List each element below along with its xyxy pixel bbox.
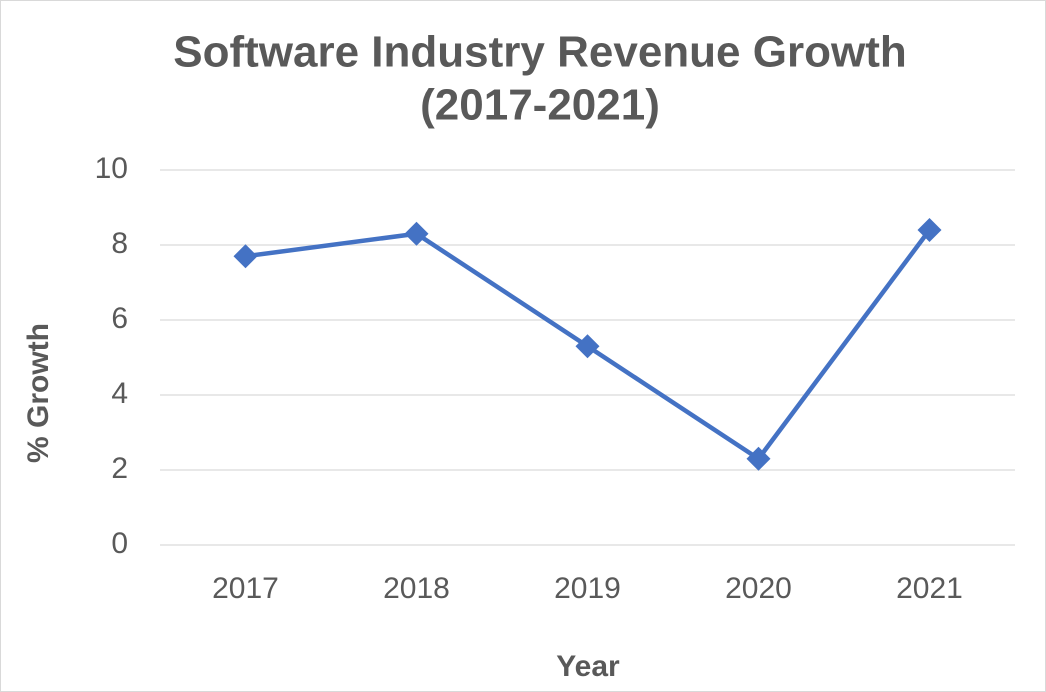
y-axis-title: % Growth bbox=[22, 323, 55, 463]
chart-title: Software Industry Revenue Growth bbox=[173, 28, 906, 77]
x-axis-title: Year bbox=[556, 650, 620, 683]
y-tick-label: 4 bbox=[111, 377, 128, 410]
y-tick-label: 0 bbox=[111, 527, 128, 560]
x-tick-label: 2019 bbox=[554, 572, 621, 605]
marker bbox=[233, 244, 258, 269]
y-tick-label: 10 bbox=[95, 152, 128, 185]
marker bbox=[575, 334, 600, 359]
x-tick-label: 2020 bbox=[725, 572, 792, 605]
x-tick-label: 2021 bbox=[896, 572, 963, 605]
marker bbox=[746, 446, 771, 471]
x-tick-label: 2018 bbox=[383, 572, 450, 605]
y-tick-label: 6 bbox=[111, 302, 128, 335]
marker bbox=[917, 218, 942, 242]
y-tick-label: 2 bbox=[111, 452, 128, 485]
x-tick-label: 2017 bbox=[212, 572, 279, 605]
y-tick-label: 8 bbox=[111, 227, 128, 260]
chart-title: (2017-2021) bbox=[420, 81, 660, 130]
marker bbox=[404, 221, 429, 246]
